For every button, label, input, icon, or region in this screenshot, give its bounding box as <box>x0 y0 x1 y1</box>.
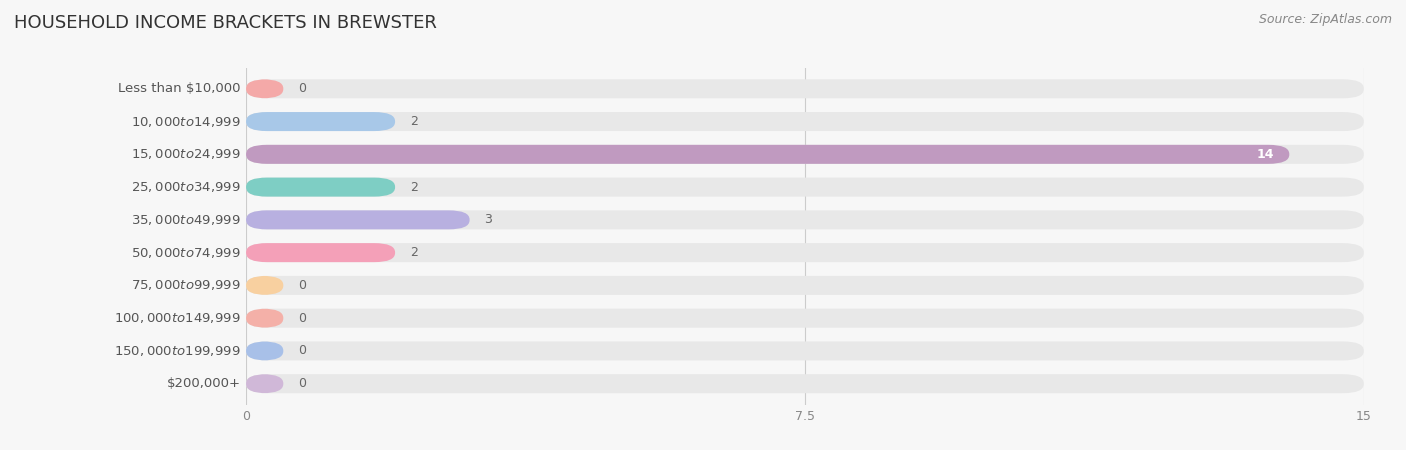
Text: Less than $10,000: Less than $10,000 <box>118 82 240 95</box>
FancyBboxPatch shape <box>246 178 1364 197</box>
FancyBboxPatch shape <box>246 79 283 98</box>
Text: $10,000 to $14,999: $10,000 to $14,999 <box>131 115 240 129</box>
FancyBboxPatch shape <box>246 309 283 328</box>
Text: Source: ZipAtlas.com: Source: ZipAtlas.com <box>1258 14 1392 27</box>
FancyBboxPatch shape <box>246 79 1364 98</box>
Text: 2: 2 <box>411 180 418 194</box>
FancyBboxPatch shape <box>246 145 1289 164</box>
FancyBboxPatch shape <box>246 276 283 295</box>
Text: HOUSEHOLD INCOME BRACKETS IN BREWSTER: HOUSEHOLD INCOME BRACKETS IN BREWSTER <box>14 14 437 32</box>
FancyBboxPatch shape <box>246 309 1364 328</box>
Text: 0: 0 <box>298 279 307 292</box>
FancyBboxPatch shape <box>246 342 1364 360</box>
Text: 14: 14 <box>1257 148 1274 161</box>
FancyBboxPatch shape <box>246 210 470 230</box>
FancyBboxPatch shape <box>246 178 395 197</box>
FancyBboxPatch shape <box>246 112 1364 131</box>
Text: $75,000 to $99,999: $75,000 to $99,999 <box>131 279 240 292</box>
Text: 2: 2 <box>411 246 418 259</box>
Text: $150,000 to $199,999: $150,000 to $199,999 <box>114 344 240 358</box>
Text: 0: 0 <box>298 377 307 390</box>
Text: 0: 0 <box>298 344 307 357</box>
Text: $15,000 to $24,999: $15,000 to $24,999 <box>131 147 240 162</box>
Text: 0: 0 <box>298 82 307 95</box>
Text: $25,000 to $34,999: $25,000 to $34,999 <box>131 180 240 194</box>
FancyBboxPatch shape <box>246 374 1364 393</box>
FancyBboxPatch shape <box>246 276 1364 295</box>
Text: $200,000+: $200,000+ <box>166 377 240 390</box>
Text: $100,000 to $149,999: $100,000 to $149,999 <box>114 311 240 325</box>
FancyBboxPatch shape <box>246 243 395 262</box>
Text: 0: 0 <box>298 312 307 324</box>
Text: $50,000 to $74,999: $50,000 to $74,999 <box>131 246 240 260</box>
FancyBboxPatch shape <box>246 112 395 131</box>
Text: $35,000 to $49,999: $35,000 to $49,999 <box>131 213 240 227</box>
FancyBboxPatch shape <box>246 374 283 393</box>
FancyBboxPatch shape <box>246 145 1364 164</box>
Text: 2: 2 <box>411 115 418 128</box>
FancyBboxPatch shape <box>246 243 1364 262</box>
Text: 3: 3 <box>485 213 492 226</box>
FancyBboxPatch shape <box>246 210 1364 230</box>
FancyBboxPatch shape <box>246 342 283 360</box>
